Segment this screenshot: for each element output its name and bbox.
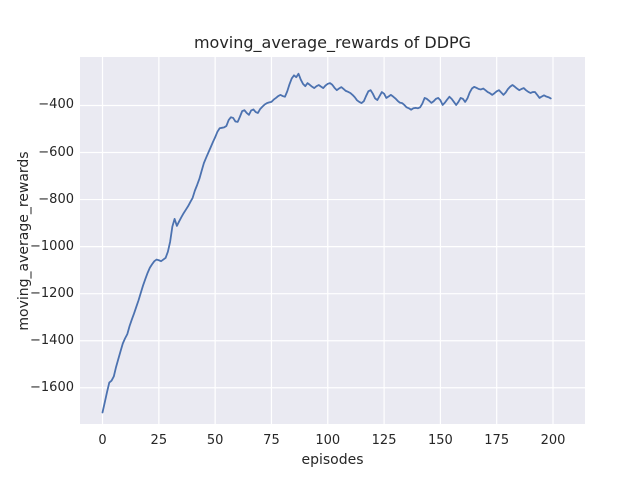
x-tick-label: 25	[150, 433, 168, 448]
chart-title: moving_average_rewards of DDPG	[193, 33, 472, 52]
y-tick-label: −1600	[30, 379, 74, 395]
line-chart	[80, 57, 585, 424]
y-tick-label: −1000	[30, 238, 74, 254]
x-tick-label: 200	[540, 433, 566, 448]
x-tick-label: 75	[263, 433, 280, 448]
x-tick-label: 50	[206, 433, 224, 448]
plot-area	[80, 57, 585, 424]
x-tick-label: 175	[484, 433, 510, 448]
x-tick-label: 0	[98, 433, 107, 448]
y-tick-label: −400	[38, 97, 74, 113]
series-line	[101, 72, 552, 414]
x-axis-label: episodes	[301, 452, 364, 468]
y-tick-label: −1400	[30, 332, 74, 348]
x-tick-label: 150	[427, 433, 453, 448]
x-tick-label: 125	[371, 433, 397, 448]
y-tick-label: −1200	[30, 285, 74, 301]
x-tick-label: 100	[315, 433, 341, 448]
y-tick-label: −800	[38, 191, 74, 207]
y-tick-label: −600	[38, 144, 74, 160]
